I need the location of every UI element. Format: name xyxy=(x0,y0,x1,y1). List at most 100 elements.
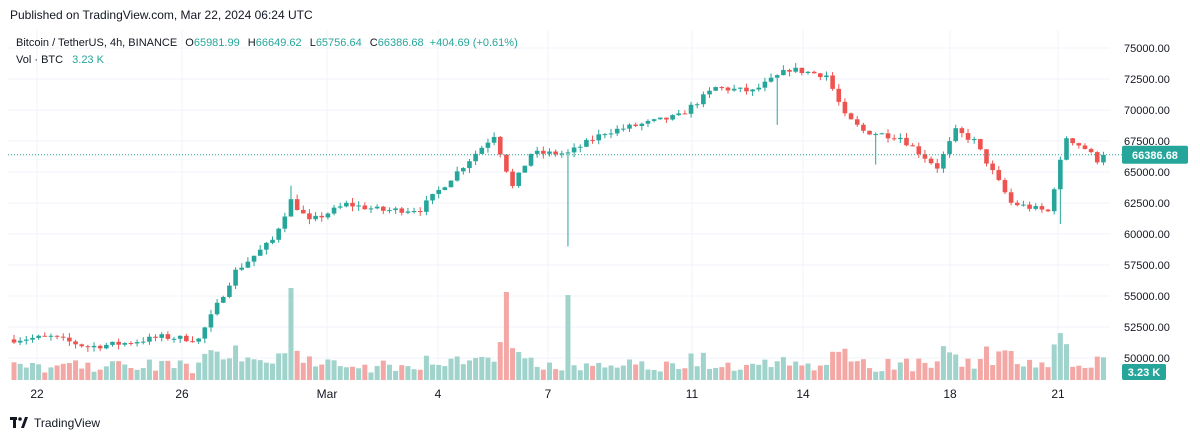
volume-bar xyxy=(208,350,214,380)
candle-body xyxy=(1082,145,1088,150)
volume-bar xyxy=(226,358,232,380)
candle-body xyxy=(1094,152,1100,163)
volume-bar xyxy=(183,363,189,380)
volume-bar xyxy=(1002,350,1008,380)
volume-bar xyxy=(73,360,79,380)
candle-body xyxy=(645,120,651,124)
candle-body xyxy=(24,339,29,341)
volume-bar xyxy=(220,359,226,380)
volume-bar xyxy=(294,350,300,380)
candle-body xyxy=(571,147,577,153)
candle-body xyxy=(928,158,934,164)
candle-body xyxy=(621,128,626,130)
volume-bar xyxy=(466,360,472,380)
volume-bar xyxy=(860,359,866,380)
volume-bar xyxy=(873,371,879,380)
volume-bar xyxy=(602,367,608,380)
candle-body xyxy=(639,123,645,127)
volume-bar xyxy=(750,363,756,380)
tradingview-logo-icon xyxy=(10,417,28,428)
volume-bars xyxy=(11,288,1106,380)
candle-body xyxy=(196,338,201,342)
volume-bar xyxy=(399,365,405,380)
candle-body xyxy=(374,206,380,209)
candle-body xyxy=(768,77,774,82)
candle-body xyxy=(965,133,971,140)
close-value: 66386.68 xyxy=(377,37,424,49)
candle-body xyxy=(787,70,792,72)
volume-bar xyxy=(670,363,676,380)
volume-label: Vol · BTC xyxy=(16,54,64,66)
volume-bar xyxy=(109,361,115,380)
candle-body xyxy=(177,335,183,339)
volume-bar xyxy=(177,360,183,380)
volume-bar xyxy=(263,362,269,380)
price-tick-label: 70000.00 xyxy=(1124,105,1170,117)
candle-body xyxy=(547,151,552,154)
candle-body xyxy=(399,208,405,213)
volume-bar xyxy=(639,361,645,380)
candle-body xyxy=(128,343,134,345)
tradingview-brand[interactable]: TradingView xyxy=(10,416,100,430)
candle-body xyxy=(294,199,300,210)
candle-body xyxy=(54,335,60,337)
volume-bar xyxy=(620,365,626,380)
volume-bar xyxy=(731,370,737,380)
candle-body xyxy=(424,200,429,212)
volume-bar xyxy=(805,363,811,380)
last-price-tag: 66386.68 xyxy=(1122,145,1188,164)
candle-body xyxy=(454,171,460,181)
candle-body xyxy=(934,163,940,169)
candle-body xyxy=(467,161,472,169)
candle-body xyxy=(344,202,349,207)
volume-bar xyxy=(48,367,54,380)
candle-body xyxy=(510,171,515,186)
volume-bar xyxy=(577,370,583,380)
candle-body xyxy=(922,154,928,159)
volume-bar xyxy=(990,365,996,380)
volume-bar xyxy=(54,365,60,380)
candle-body xyxy=(485,142,491,148)
ohlc-row: Bitcoin / TetherUS, 4h, BINANCE O65981.9… xyxy=(16,35,518,52)
candle-body xyxy=(1070,138,1075,144)
candles xyxy=(11,63,1106,352)
candle-body xyxy=(577,146,583,148)
volume-bar xyxy=(386,364,392,380)
volume-bar xyxy=(676,369,682,380)
price-tick-label: 75000.00 xyxy=(1124,43,1170,55)
candle-body xyxy=(885,133,891,139)
volume-bar xyxy=(319,364,325,380)
volume-bar xyxy=(522,358,528,380)
symbol-label: Bitcoin / TetherUS, 4h, BINANCE xyxy=(16,37,178,49)
price-tick-label: 72500.00 xyxy=(1124,74,1170,86)
volume-bar xyxy=(257,360,263,380)
candle-body xyxy=(190,341,195,343)
price-tick-label: 65000.00 xyxy=(1124,167,1170,179)
candle-body xyxy=(1076,143,1082,146)
volume-bar xyxy=(189,373,195,380)
high-value: 66649.62 xyxy=(255,37,302,49)
candle-body xyxy=(436,189,441,194)
candle-body xyxy=(227,285,232,297)
candle-body xyxy=(417,211,423,213)
candle-body xyxy=(781,70,786,76)
candle-body xyxy=(584,139,589,147)
volume-bar xyxy=(1094,356,1100,380)
volume-bar xyxy=(774,361,780,380)
candle-body xyxy=(854,119,860,125)
candle-body xyxy=(430,193,435,201)
time-tick-label: 7 xyxy=(545,387,552,401)
candle-body xyxy=(42,335,48,337)
price-tick-label: 55000.00 xyxy=(1124,291,1170,303)
candle-body xyxy=(171,338,177,340)
candle-body xyxy=(910,145,915,147)
volume-bar xyxy=(11,362,17,380)
close-key: C xyxy=(369,37,378,49)
volume-bar xyxy=(17,363,23,380)
candle-body xyxy=(898,137,903,140)
volume-bar xyxy=(1057,333,1063,380)
volume-bar xyxy=(42,372,48,380)
candle-body xyxy=(959,128,965,134)
volume-bar xyxy=(682,368,688,380)
